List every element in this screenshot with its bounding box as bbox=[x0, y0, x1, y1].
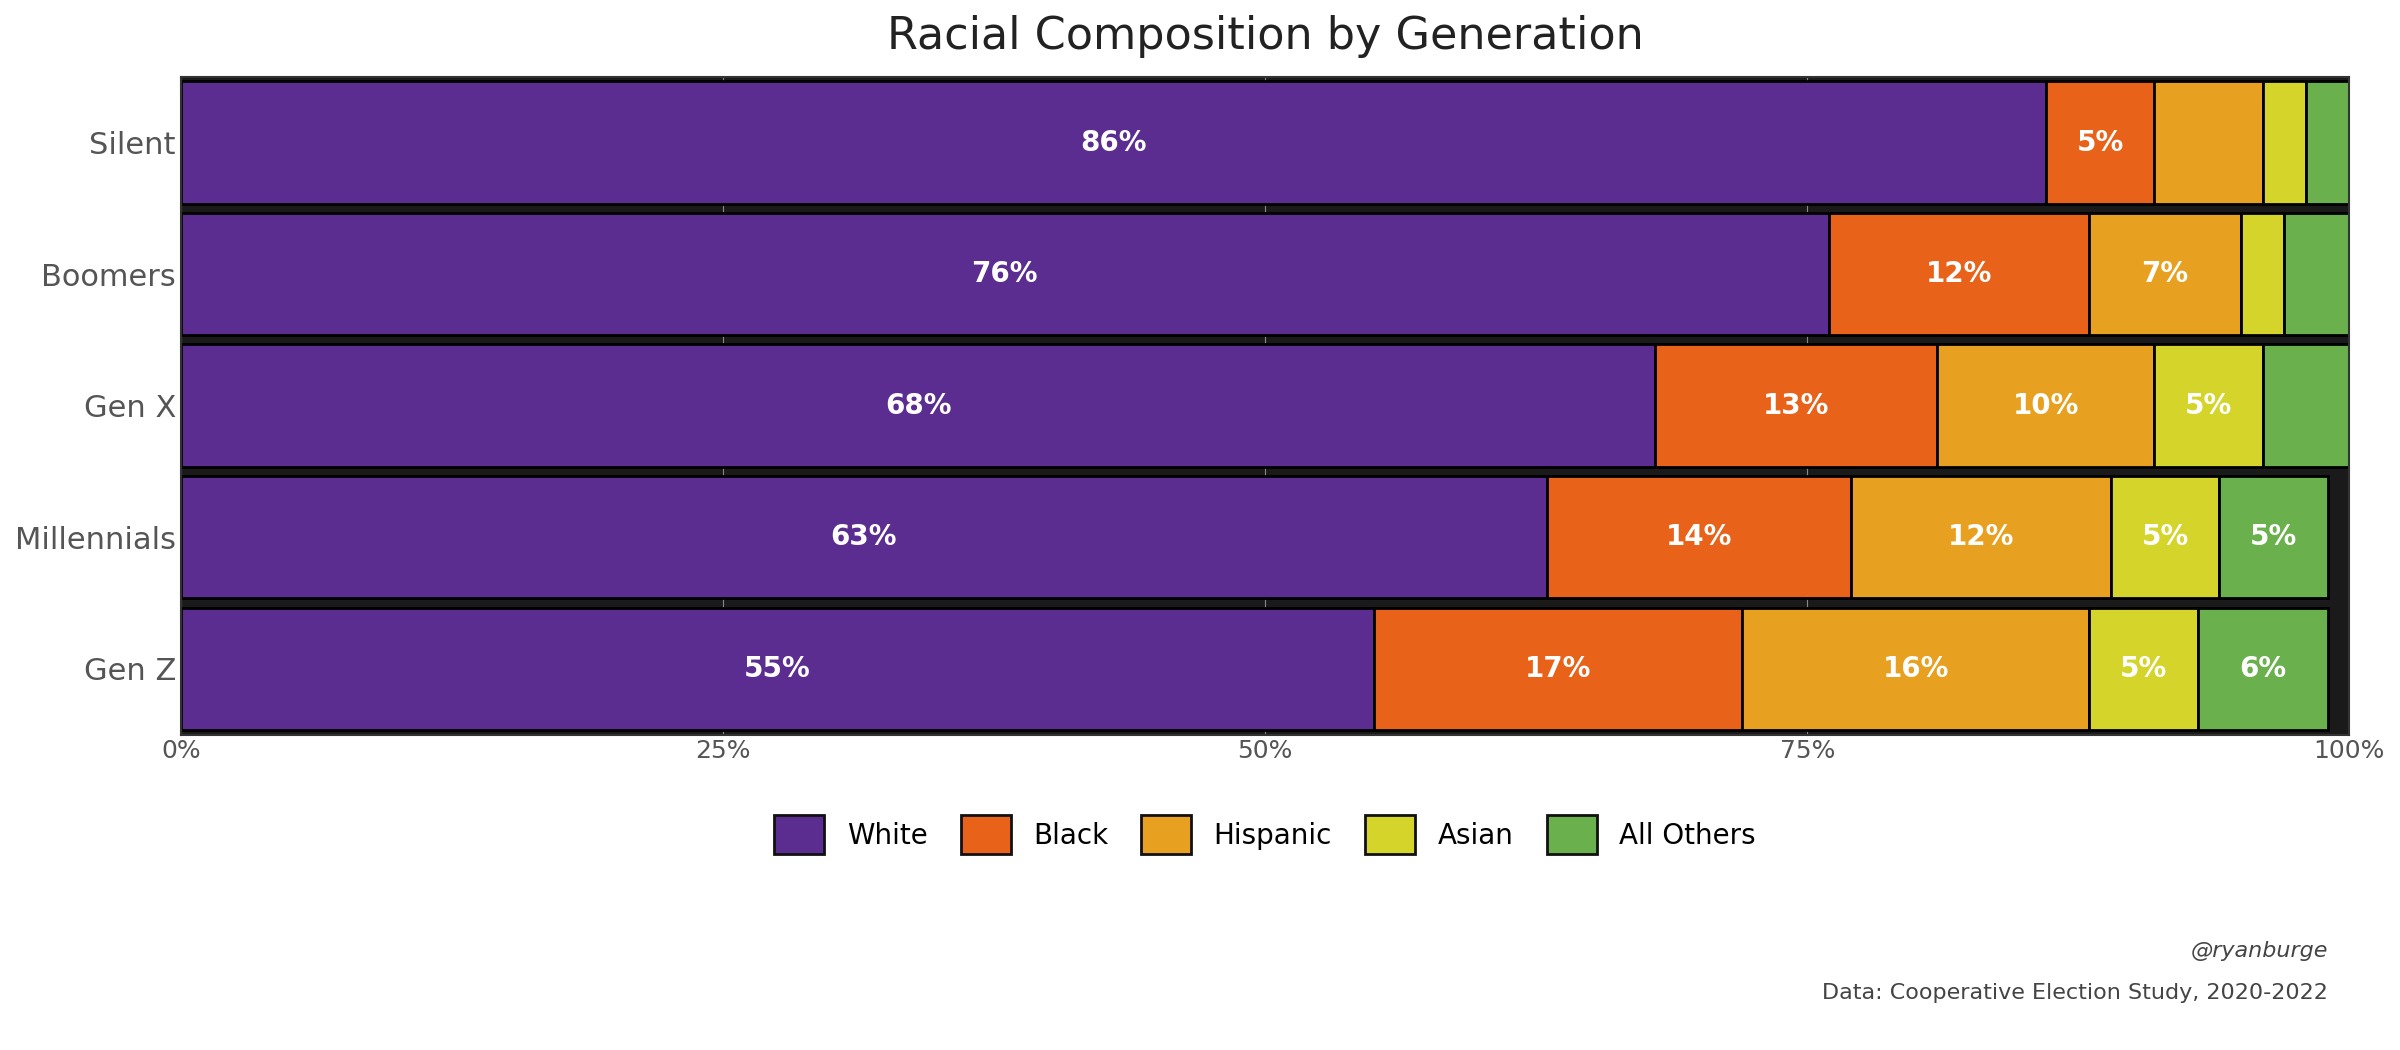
Bar bbox=[2263, 82, 2306, 204]
Text: 13%: 13% bbox=[1764, 392, 1829, 420]
Bar bbox=[1850, 476, 2110, 598]
Bar bbox=[2110, 476, 2220, 598]
Text: 55%: 55% bbox=[744, 655, 811, 683]
Text: 5%: 5% bbox=[2249, 523, 2297, 551]
Bar bbox=[2242, 213, 2285, 335]
Text: 16%: 16% bbox=[1882, 655, 1949, 683]
Title: Racial Composition by Generation: Racial Composition by Generation bbox=[886, 15, 1644, 58]
Bar bbox=[2263, 344, 2350, 467]
Text: 86%: 86% bbox=[1080, 128, 1147, 156]
Bar bbox=[2285, 213, 2350, 335]
Bar bbox=[180, 344, 1656, 467]
Bar bbox=[1937, 344, 2155, 467]
Bar bbox=[180, 476, 1548, 598]
Text: 5%: 5% bbox=[2184, 392, 2232, 420]
Bar bbox=[180, 213, 1829, 335]
Text: 14%: 14% bbox=[1666, 523, 1733, 551]
Bar bbox=[2155, 344, 2263, 467]
Bar bbox=[180, 82, 2045, 204]
Text: 7%: 7% bbox=[2141, 260, 2189, 288]
Text: 12%: 12% bbox=[1925, 260, 1992, 288]
Text: 17%: 17% bbox=[1524, 655, 1591, 683]
Text: 6%: 6% bbox=[2239, 655, 2287, 683]
Text: 5%: 5% bbox=[2141, 523, 2189, 551]
Bar bbox=[1829, 213, 2088, 335]
Text: 12%: 12% bbox=[1946, 523, 2014, 551]
Bar bbox=[1656, 344, 1937, 467]
Bar bbox=[2088, 213, 2242, 335]
Legend: White, Black, Hispanic, Asian, All Others: White, Black, Hispanic, Asian, All Other… bbox=[763, 804, 1766, 865]
Text: 68%: 68% bbox=[886, 392, 950, 420]
Bar bbox=[2155, 82, 2263, 204]
Text: 76%: 76% bbox=[972, 260, 1039, 288]
Bar bbox=[2045, 82, 2155, 204]
Bar bbox=[2220, 476, 2328, 598]
Text: @ryanburge: @ryanburge bbox=[2191, 941, 2328, 961]
Bar bbox=[180, 608, 1373, 730]
Text: 10%: 10% bbox=[2014, 392, 2078, 420]
Text: Data: Cooperative Election Study, 2020-2022: Data: Cooperative Election Study, 2020-2… bbox=[1822, 983, 2328, 1003]
Bar bbox=[2198, 608, 2328, 730]
Bar bbox=[2306, 82, 2350, 204]
Text: 5%: 5% bbox=[2076, 128, 2124, 156]
Bar bbox=[1742, 608, 2088, 730]
Text: 5%: 5% bbox=[2119, 655, 2167, 683]
Text: 63%: 63% bbox=[830, 523, 898, 551]
Bar bbox=[1548, 476, 1850, 598]
Bar bbox=[1373, 608, 1742, 730]
Bar bbox=[2088, 608, 2198, 730]
